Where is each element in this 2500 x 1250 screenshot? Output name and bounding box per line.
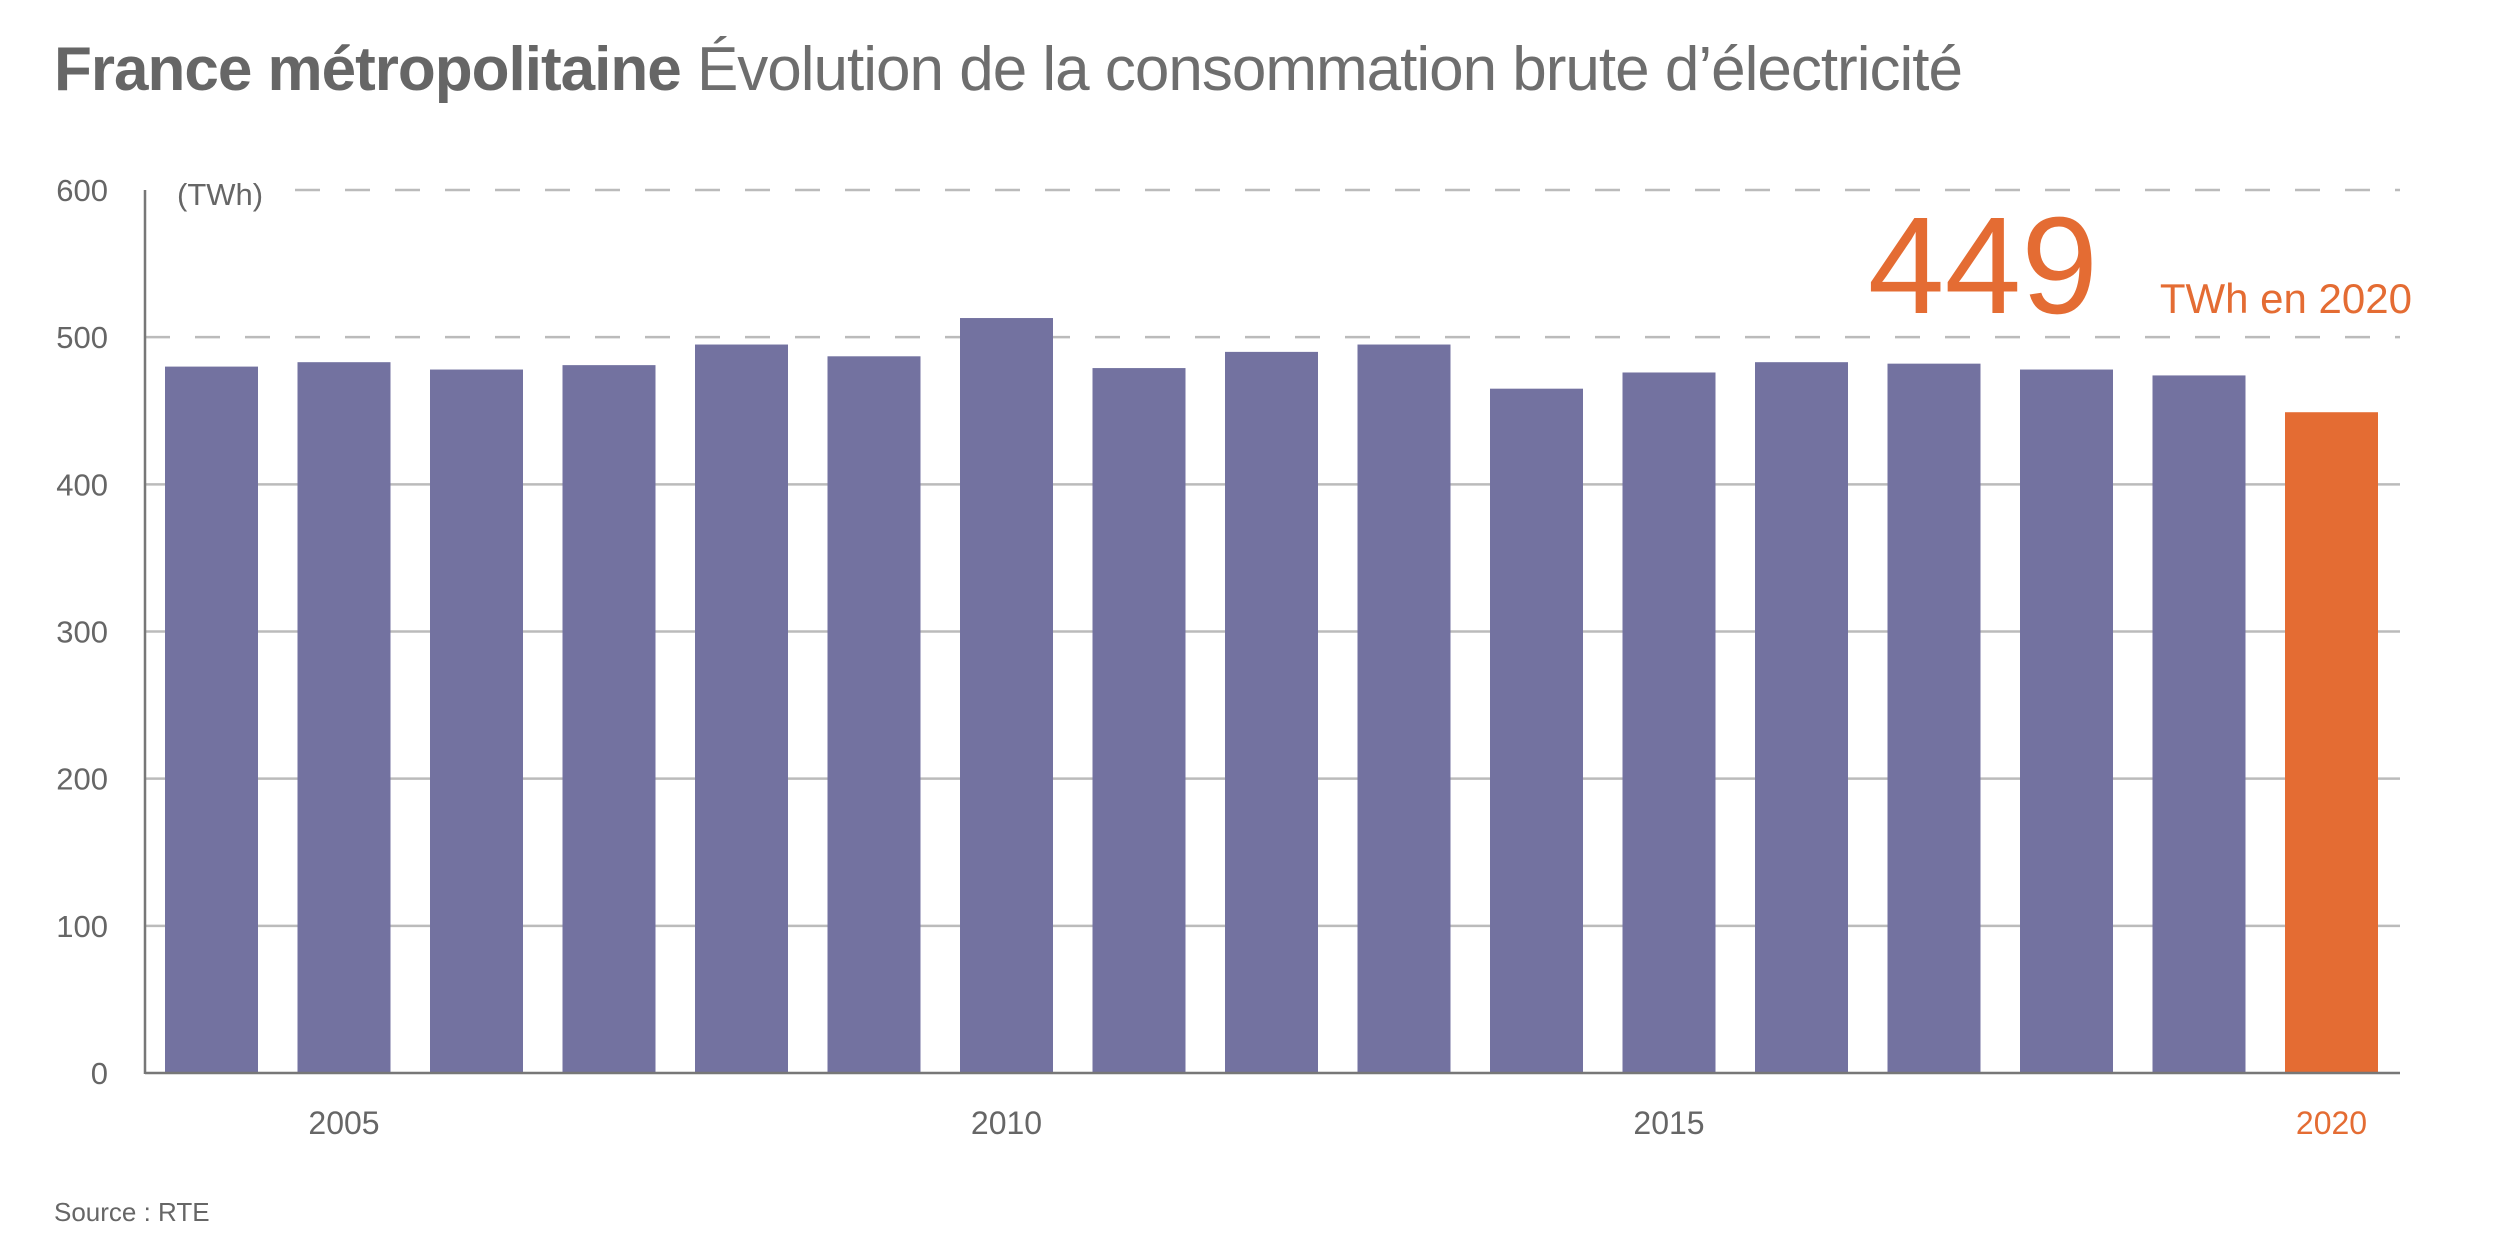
bar-2011 (1092, 368, 1186, 1073)
chart-title-subject: Évolution de la consommation brute d’éle… (696, 35, 1963, 104)
axes (143, 190, 2400, 1075)
chart-title-region: France métropolitaine (54, 35, 682, 104)
bar-2004 (165, 366, 258, 1074)
annotation-text: TWh en 2020 (2160, 275, 2412, 322)
bar-2016 (1755, 362, 1848, 1073)
chart-title: France métropolitaine Évolution de la co… (54, 34, 1963, 105)
y-tick-label: 600 (56, 173, 108, 208)
x-tick-label-2005: 2005 (308, 1105, 379, 1141)
bar-2018 (2020, 369, 2113, 1073)
x-tick-labels: 2005 2010 2015 2020 (308, 1105, 2367, 1141)
bars (165, 318, 2378, 1074)
bar-2005 (297, 362, 391, 1073)
bar-2014 (1490, 388, 1583, 1073)
y-tick-label: 300 (56, 615, 108, 650)
x-tick-label-2015: 2015 (1633, 1105, 1704, 1141)
bar-2006 (430, 369, 523, 1073)
bar-2008 (695, 344, 788, 1073)
y-tick-label: 100 (56, 909, 108, 944)
x-tick-label-2010: 2010 (971, 1105, 1042, 1141)
y-tick-label: 500 (56, 320, 108, 355)
y-tick-label: 0 (91, 1056, 108, 1091)
bar-2020 (2285, 412, 2378, 1073)
y-tick-labels: 0 100 200 300 400 500 600 (56, 173, 108, 1091)
bar-2017 (1887, 363, 1981, 1073)
y-tick-label: 200 (56, 762, 108, 797)
highlight-annotation: 449 TWh en 2020 (1868, 189, 2412, 343)
x-tick-label-2020: 2020 (2296, 1105, 2367, 1141)
bar-2019 (2152, 375, 2246, 1073)
bar-2009 (827, 356, 921, 1073)
bar-2007 (562, 365, 656, 1074)
bar-2010 (960, 318, 1053, 1073)
source-note: Source : RTE (54, 1197, 210, 1227)
bar-2015 (1622, 372, 1716, 1073)
bar-2013 (1357, 344, 1451, 1073)
y-axis-unit-label: (TWh) (177, 177, 263, 212)
annotation-value: 449 (1868, 189, 2098, 343)
y-tick-label: 400 (56, 467, 108, 502)
bar-2012 (1225, 351, 1318, 1074)
